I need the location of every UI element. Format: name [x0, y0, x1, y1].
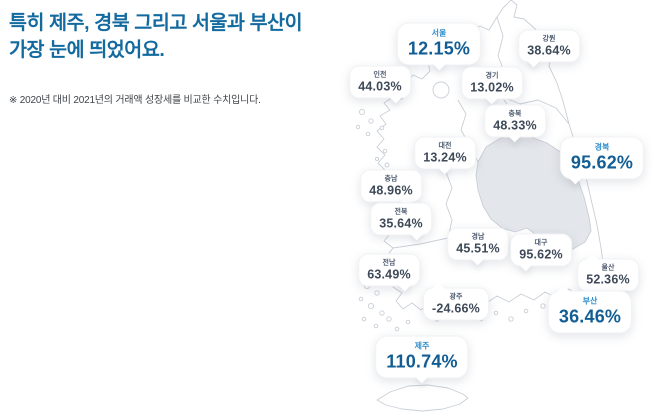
- page-title-line-2: 가장 눈에 띄었어요.: [9, 38, 165, 61]
- province-borders: [392, 16, 570, 249]
- seoul-boundary: [432, 81, 450, 99]
- text-panel: 특히 제주, 경북 그리고 서울과 부산이 가장 눈에 띄었어요. ※ 2020…: [9, 10, 341, 106]
- page-title: 특히 제주, 경북 그리고 서울과 부산이 가장 눈에 띄었어요.: [9, 10, 341, 64]
- jeju-island: [376, 384, 469, 412]
- footnote: ※ 2020년 대비 2021년의 거래액 성장세를 비교한 수치입니다.: [9, 94, 261, 106]
- page-title-line-1: 특히 제주, 경북 그리고 서울과 부산이: [9, 12, 303, 34]
